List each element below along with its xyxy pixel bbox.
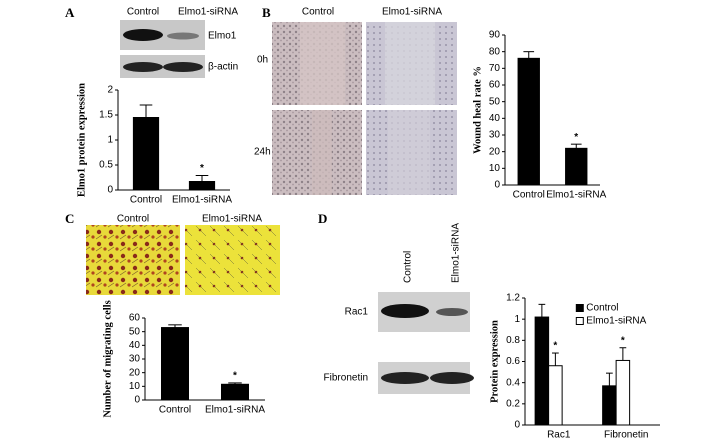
x-tick-label: Control [513, 190, 545, 201]
blot-band [381, 372, 429, 384]
y-tick-label: 0 [494, 180, 500, 191]
significance-mark: * [200, 163, 204, 174]
micrograph [86, 225, 180, 295]
row-label: Rac1 [345, 307, 369, 318]
blot-band [123, 62, 163, 72]
panel-letter: D [318, 211, 327, 226]
bar [534, 316, 550, 426]
legend-label: Elmo1-siRNA [586, 316, 646, 327]
panel-letter: B [262, 5, 271, 20]
row-label: 24h [254, 147, 271, 158]
y-tick-label: 60 [489, 80, 501, 91]
x-tick-label: Rac1 [547, 430, 571, 441]
y-tick-label: 30 [129, 354, 141, 365]
x-tick-label: Elmo1-siRNA [205, 405, 265, 416]
y-tick-label: 70 [489, 63, 501, 74]
row-label: Elmo1 [208, 31, 237, 42]
y-axis-label: Protein expression [489, 320, 500, 403]
y-tick-label: 20 [129, 367, 141, 378]
bar [548, 365, 563, 426]
y-tick-label: 1.2 [506, 293, 520, 304]
y-tick-label: 0 [107, 185, 113, 196]
wound-gap [385, 22, 435, 105]
y-tick-label: 80 [489, 46, 501, 57]
x-tick-label: Fibronetin [604, 430, 648, 441]
y-tick-label: 50 [489, 96, 501, 107]
bar [188, 181, 216, 191]
row-label: β-actin [208, 62, 238, 73]
y-axis-label: Wound heal rate % [472, 66, 483, 154]
bar [221, 383, 249, 401]
column-label: Control [117, 214, 149, 225]
column-label: Elmo1-siRNA [382, 7, 442, 18]
wound-gap [300, 22, 345, 105]
blot-band [436, 308, 468, 316]
y-tick-label: 40 [129, 340, 141, 351]
y-tick-label: 0 [134, 395, 140, 406]
blot-band [123, 29, 163, 41]
wound-gap [312, 110, 332, 195]
significance-mark: * [553, 341, 557, 352]
y-tick-label: 0.6 [506, 356, 520, 367]
y-tick-label: 1 [107, 135, 113, 146]
x-tick-label: Elmo1-siRNA [546, 190, 606, 201]
y-tick-label: 30 [489, 130, 501, 141]
significance-mark: * [233, 371, 237, 382]
y-tick-label: 50 [129, 326, 141, 337]
column-label: Elmo1-siRNA [202, 214, 262, 225]
column-label: Elmo1-siRNA [178, 7, 238, 18]
wound-gap [388, 110, 430, 195]
y-axis-label: Elmo1 protein expression [76, 83, 87, 197]
row-label: Fibronetin [324, 373, 368, 384]
panel-letter: C [65, 211, 74, 226]
y-tick-label: 40 [489, 113, 501, 124]
y-tick-label: 60 [129, 313, 141, 324]
bar [602, 385, 617, 426]
blot-band [167, 32, 199, 40]
row-label: 0h [257, 55, 268, 66]
y-axis-label: Number of migrating cells [102, 300, 113, 417]
significance-mark: * [574, 132, 578, 143]
y-tick-label: 0.8 [506, 335, 520, 346]
bar [132, 117, 160, 191]
bar [615, 359, 631, 426]
y-tick-label: 1 [514, 314, 520, 325]
y-tick-label: 90 [489, 30, 501, 41]
blot-band [381, 304, 429, 318]
x-tick-label: Elmo1-siRNA [172, 195, 232, 206]
y-tick-label: 10 [129, 381, 141, 392]
y-tick-label: 20 [489, 146, 501, 157]
legend-swatch [575, 304, 584, 312]
panel-letter: A [65, 5, 75, 20]
y-tick-label: 0 [514, 420, 520, 431]
blot-band [430, 372, 474, 384]
blot-band [163, 62, 203, 72]
legend-swatch [575, 317, 584, 325]
y-tick-label: 2 [107, 85, 113, 96]
bar [565, 147, 588, 186]
column-label: Control [302, 7, 334, 18]
y-tick-label: 10 [489, 163, 501, 174]
column-label: Elmo1-siRNA [451, 223, 462, 283]
y-tick-label: 0.4 [506, 377, 520, 388]
x-tick-label: Control [159, 405, 191, 416]
y-tick-label: 0.5 [99, 160, 113, 171]
column-label: Control [403, 251, 414, 283]
column-label: Control [127, 7, 159, 18]
y-tick-label: 0.2 [506, 398, 520, 409]
bar [161, 327, 189, 401]
significance-mark: * [621, 335, 625, 346]
bar [517, 57, 540, 186]
x-tick-label: Control [130, 195, 162, 206]
micrograph [185, 225, 280, 295]
y-tick-label: 1.5 [99, 110, 113, 121]
legend-label: Control [586, 303, 618, 314]
